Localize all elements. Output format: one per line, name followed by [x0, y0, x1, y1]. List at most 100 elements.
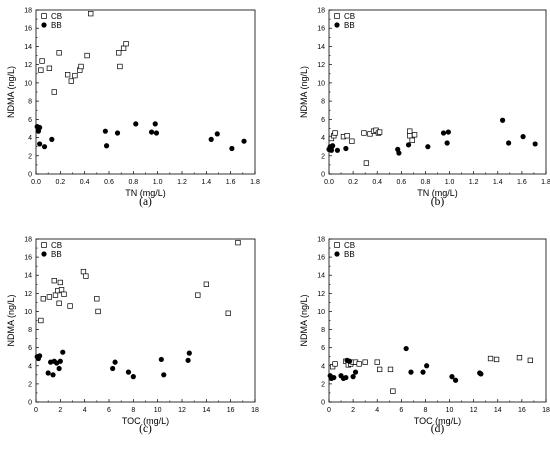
legend-marker-bb — [334, 22, 340, 28]
x-tick-label: 1.6 — [226, 179, 236, 186]
x-tick-label: 0 — [34, 407, 38, 414]
data-point-bb — [185, 357, 191, 363]
x-tick-label: 12 — [178, 407, 186, 414]
y-tick-label: 12 — [317, 291, 325, 298]
x-tick-label: 0.0 — [31, 179, 41, 186]
y-tick-label: 12 — [24, 291, 32, 298]
x-tick-label: 1.4 — [201, 179, 211, 186]
legend-label: CB — [51, 12, 62, 21]
data-point-cb — [80, 268, 87, 275]
x-tick-label: 1.4 — [493, 179, 503, 186]
data-point-bb — [350, 374, 356, 380]
plot-frame — [35, 9, 256, 175]
x-tick-label: 1.0 — [153, 179, 163, 186]
data-point-cb — [58, 287, 65, 293]
data-point-cb — [57, 279, 63, 286]
x-tick-label: 12 — [470, 407, 478, 414]
data-point-bb — [37, 141, 43, 147]
x-tick-label: 6 — [399, 407, 403, 414]
data-point-cb — [195, 292, 201, 298]
data-point-bb — [45, 370, 51, 376]
data-point-bb — [133, 121, 139, 127]
data-point-cb — [367, 131, 373, 137]
data-point-bb — [330, 143, 336, 149]
data-point-bb — [56, 365, 62, 372]
data-point-bb — [500, 117, 506, 123]
data-point-bb — [49, 136, 55, 142]
chart-panel: 0.0 0.2 0.4 0.6 0.8 1.0 1.2 1.4 1.6 1.8 0 2 4 6 8 10 12 1… — [299, 8, 550, 209]
y-tick-label: 6 — [321, 117, 325, 124]
data-point-bb — [424, 363, 430, 369]
data-point-cb — [349, 138, 355, 144]
y-tick-label: 0 — [321, 172, 325, 179]
x-axis-title: TOC (mg/L) — [122, 416, 169, 426]
data-point-cb — [361, 130, 367, 136]
data-point-bb — [50, 372, 56, 378]
y-tick-label: 2 — [321, 381, 325, 388]
data-point-cb — [407, 128, 413, 134]
data-point-cb — [88, 10, 94, 17]
data-point-bb — [396, 150, 402, 156]
data-point-cb — [374, 359, 380, 365]
y-tick-label: 4 — [321, 135, 325, 142]
legend-label: BB — [344, 250, 355, 259]
data-point-bb — [449, 374, 455, 380]
x-tick-label: 1.0 — [445, 179, 455, 186]
data-point-cb — [78, 63, 84, 70]
y-tick-label: 8 — [321, 327, 325, 334]
data-point-bb — [114, 130, 121, 136]
y-tick-label: 18 — [24, 237, 32, 244]
data-point-cb — [51, 278, 57, 284]
data-point-cb — [356, 361, 362, 367]
y-tick-label: 4 — [28, 363, 32, 370]
y-tick-label: 16 — [24, 26, 32, 33]
legend-label: CB — [51, 241, 62, 250]
x-tick-label: 1.8 — [250, 179, 260, 186]
x-tick-label: 1.8 — [541, 179, 550, 186]
x-tick-label: 4 — [83, 407, 87, 414]
x-tick-label: 0.6 — [104, 179, 114, 186]
data-point-bb — [343, 145, 349, 152]
data-point-cb — [493, 356, 500, 363]
data-point-cb — [83, 273, 89, 279]
x-tick-label: 0.2 — [348, 179, 358, 186]
y-tick-label: 8 — [28, 327, 32, 334]
chart-panel: 0 2 4 6 8 10 12 14 16 18 0 2 4 6 8 10 12 14 16 18 TOC (mg/L)… — [6, 237, 259, 436]
data-point-bb — [532, 141, 538, 147]
x-tick-label: 16 — [227, 407, 235, 414]
y-tick-label: 4 — [321, 363, 325, 370]
y-axis-title: NDMA (ng/L) — [6, 294, 16, 346]
data-point-cb — [46, 294, 53, 300]
data-point-cb — [387, 366, 394, 373]
legend-label: CB — [344, 12, 355, 21]
data-point-cb — [123, 41, 129, 47]
x-tick-label: 16 — [518, 407, 526, 414]
data-point-cb — [344, 133, 350, 139]
y-tick-label: 10 — [317, 80, 325, 87]
y-tick-label: 6 — [28, 117, 32, 124]
x-axis-title: TOC (mg/L) — [414, 416, 461, 426]
data-point-bb — [445, 129, 451, 135]
y-tick-label: 12 — [24, 62, 32, 69]
x-tick-label: 0.4 — [80, 179, 90, 186]
data-point-bb — [158, 356, 164, 363]
x-tick-label: 0 — [327, 407, 331, 414]
plot-frame — [328, 238, 547, 403]
data-point-cb — [39, 58, 45, 64]
panel-label: (c) — [139, 423, 152, 435]
x-tick-label: 10 — [154, 407, 162, 414]
y-tick-label: 18 — [24, 8, 32, 15]
data-point-cb — [527, 357, 533, 363]
legend-label: BB — [51, 21, 62, 30]
data-point-cb — [376, 129, 383, 135]
data-point-cb — [487, 355, 494, 362]
data-point-cb — [56, 300, 62, 306]
legend-marker-cb — [334, 242, 340, 248]
data-point-bb — [41, 144, 48, 150]
panel-label: (b) — [431, 196, 445, 208]
y-axis-title: NDMA (ng/L) — [299, 66, 309, 118]
data-point-bb — [112, 359, 118, 365]
y-tick-label: 14 — [317, 273, 325, 280]
data-point-bb — [343, 374, 349, 381]
